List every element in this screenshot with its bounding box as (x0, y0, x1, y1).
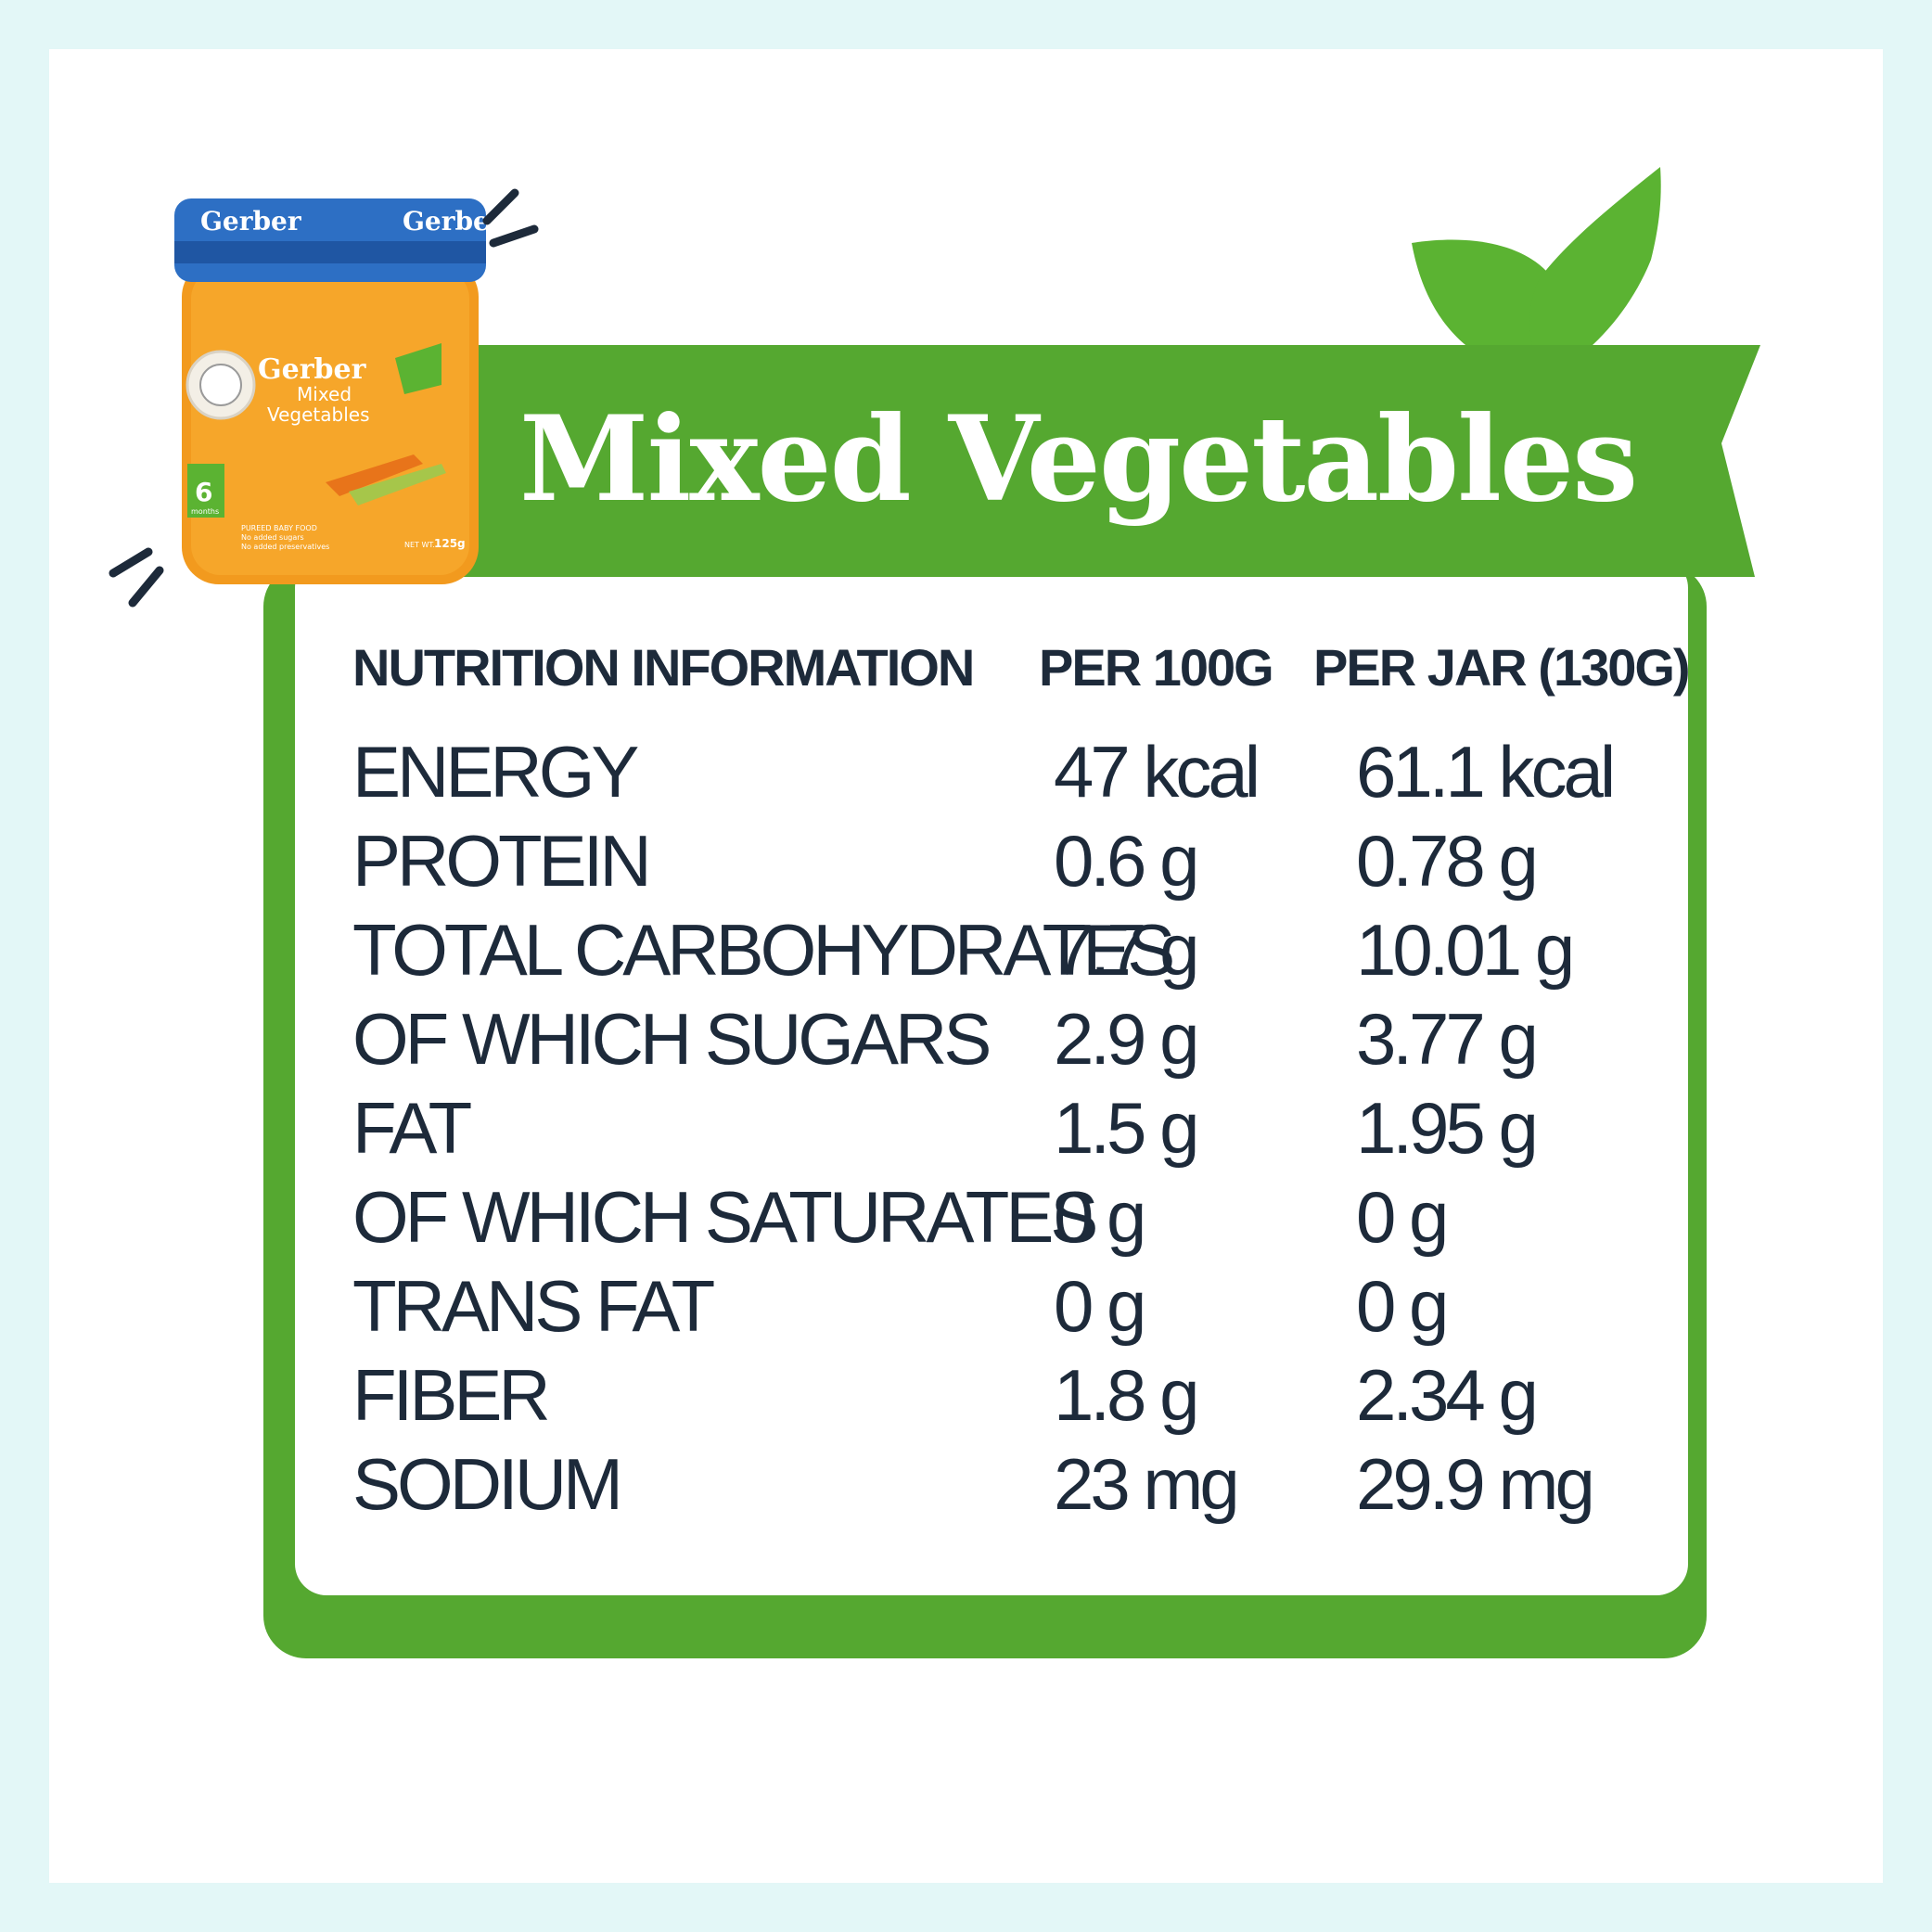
table-row: FAT 1.5 g 1.95 g (352, 1083, 1688, 1172)
per-jar-value: 10.01 g (1356, 909, 1575, 991)
nutrient-name: TOTAL CARBOHYDRATES (352, 909, 1175, 991)
table-row: OF WHICH SUGARS 2.9 g 3.77 g (352, 994, 1688, 1083)
per-jar-value: 61.1 kcal (1356, 731, 1616, 812)
per-100g-value: 0 g (1054, 1265, 1146, 1347)
per-100g-value: 2.9 g (1054, 998, 1199, 1080)
per-jar-value: 0 g (1356, 1265, 1449, 1347)
nutrition-table: NUTRITION INFORMATION PER 100G PER JAR (… (352, 631, 1691, 1529)
nutrient-name: PROTEIN (352, 820, 652, 902)
label-product-line2: Vegetables (267, 403, 370, 426)
per-100g-value: 0 g (1054, 1176, 1146, 1258)
nutrient-name: FIBER (352, 1354, 551, 1436)
header-per-100g: PER 100G (1039, 638, 1274, 697)
net-weight: 125g (434, 537, 466, 550)
label-product-line1: Mixed (297, 383, 352, 405)
lid-brand-left: Gerber (200, 206, 302, 237)
per-jar-value: 3.77 g (1356, 998, 1539, 1080)
stage-unit: months (191, 507, 219, 516)
table-background (295, 557, 1688, 1595)
gerber-jar-image: Gerber Gerber Gerber Mixed Vegetables 6 … (174, 198, 497, 584)
header-per-jar: PER JAR (130G) (1313, 638, 1691, 697)
per-100g-value: 1.5 g (1054, 1087, 1199, 1169)
desc-line1: PUREED BABY FOOD (241, 524, 317, 532)
nutrient-name: TRANS FAT (352, 1265, 715, 1347)
table-row: PROTEIN 0.6 g 0.78 g (352, 816, 1688, 905)
table-row: TOTAL CARBOHYDRATES 7.7 g 10.01 g (352, 905, 1688, 994)
per-100g-value: 0.6 g (1054, 820, 1199, 902)
nutrient-name: ENERGY (352, 731, 639, 812)
lid-brand-right: Gerber (403, 206, 497, 237)
per-100g-value: 47 kcal (1054, 731, 1260, 812)
table-row: ENERGY 47 kcal 61.1 kcal (352, 727, 1688, 816)
per-jar-value: 0 g (1356, 1176, 1449, 1258)
desc-line2: No added sugars (241, 533, 304, 542)
label-brand: Gerber (258, 353, 367, 386)
per-jar-value: 2.34 g (1356, 1354, 1539, 1436)
table-header: NUTRITION INFORMATION PER 100G PER JAR (… (352, 631, 1691, 705)
per-100g-value: 7.7 g (1054, 909, 1199, 991)
table-body: ENERGY 47 kcal 61.1 kcal PROTEIN 0.6 g 0.78 … (352, 727, 1688, 1529)
net-weight-label: NET WT. (404, 541, 435, 549)
per-jar-value: 1.95 g (1356, 1087, 1539, 1169)
per-jar-value: 29.9 mg (1356, 1443, 1595, 1525)
table-row: FIBER 1.8 g 2.34 g (352, 1350, 1688, 1439)
per-100g-value: 1.8 g (1054, 1354, 1199, 1436)
desc-line3: No added preservatives (241, 543, 329, 551)
nutrient-name: OF WHICH SUGARS (352, 998, 992, 1080)
per-jar-value: 0.78 g (1356, 820, 1539, 902)
header-nutrition-information: NUTRITION INFORMATION (352, 638, 975, 697)
page-title: Mixed Vegetables (519, 390, 1638, 528)
nutrient-name: FAT (352, 1087, 472, 1169)
nutrient-name: OF WHICH SATURATES (352, 1176, 1098, 1258)
table-row: TRANS FAT 0 g 0 g (352, 1261, 1688, 1350)
table-row: SODIUM 23 mg 29.9 mg (352, 1439, 1688, 1529)
nutrient-name: SODIUM (352, 1443, 623, 1525)
stage-number: 6 (195, 477, 212, 507)
per-100g-value: 23 mg (1054, 1443, 1240, 1525)
